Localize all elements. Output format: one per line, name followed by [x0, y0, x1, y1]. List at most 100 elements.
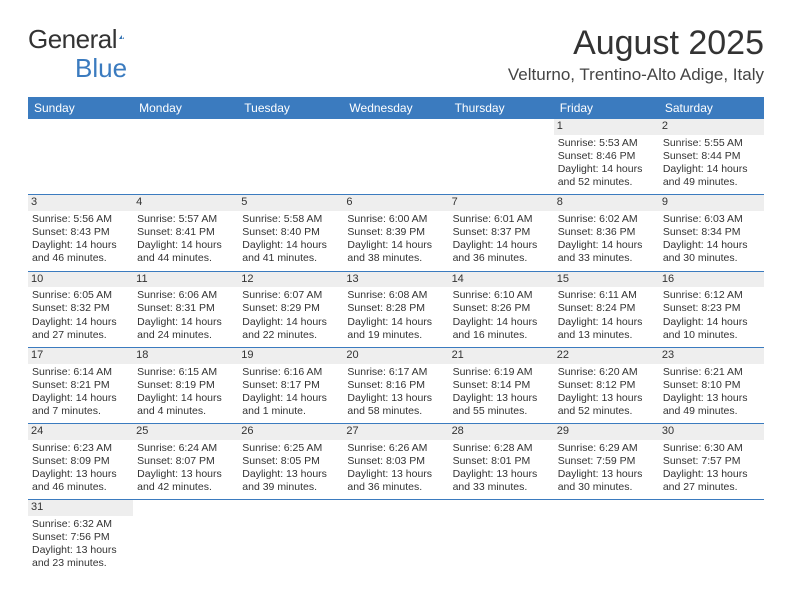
day-info: Sunrise: 6:30 AMSunset: 7:57 PMDaylight:…: [663, 442, 760, 495]
day-number: 9: [659, 195, 764, 211]
day-number: 22: [554, 348, 659, 364]
calendar-day-cell: 5 Sunrise: 5:58 AMSunset: 8:40 PMDaylight…: [238, 195, 343, 271]
calendar-day-cell: 15Sunrise: 6:11 AMSunset: 8:24 PMDayligh…: [554, 271, 659, 347]
day-info: Sunrise: 6:10 AMSunset: 8:26 PMDaylight:…: [453, 289, 550, 342]
day-info: Sunrise: 6:24 AMSunset: 8:07 PMDaylight:…: [137, 442, 234, 495]
logo-sail-icon: [119, 26, 124, 48]
weekday-header: Sunday: [28, 97, 133, 119]
logo-text-1: General: [28, 24, 117, 55]
calendar-day-cell: [449, 500, 554, 576]
day-info: Sunrise: 6:02 AMSunset: 8:36 PMDaylight:…: [558, 213, 655, 266]
header: General August 2025 Velturno, Trentino-A…: [28, 24, 764, 85]
calendar-day-cell: 8 Sunrise: 6:02 AMSunset: 8:36 PMDaylight…: [554, 195, 659, 271]
calendar-day-cell: 30Sunrise: 6:30 AMSunset: 7:57 PMDayligh…: [659, 424, 764, 500]
day-number: 31: [28, 500, 133, 516]
day-info: Sunrise: 6:03 AMSunset: 8:34 PMDaylight:…: [663, 213, 760, 266]
day-number: 16: [659, 272, 764, 288]
day-number: 4: [133, 195, 238, 211]
day-info: Sunrise: 6:29 AMSunset: 7:59 PMDaylight:…: [558, 442, 655, 495]
calendar-day-cell: 11Sunrise: 6:06 AMSunset: 8:31 PMDayligh…: [133, 271, 238, 347]
title-block: August 2025 Velturno, Trentino-Alto Adig…: [508, 24, 764, 85]
day-number: 7: [449, 195, 554, 211]
day-number: 29: [554, 424, 659, 440]
day-info: Sunrise: 6:00 AMSunset: 8:39 PMDaylight:…: [347, 213, 444, 266]
calendar-day-cell: [449, 119, 554, 195]
day-number: 28: [449, 424, 554, 440]
calendar-day-cell: 3Sunrise: 5:56 AMSunset: 8:43 PMDaylight…: [28, 195, 133, 271]
calendar-day-cell: [238, 500, 343, 576]
calendar-day-cell: 26 Sunrise: 6:25 AMSunset: 8:05 PMDayligh…: [238, 424, 343, 500]
day-number: 8: [554, 195, 659, 211]
weekday-header: Tuesday: [238, 97, 343, 119]
day-info: Sunrise: 6:26 AMSunset: 8:03 PMDaylight:…: [347, 442, 444, 495]
day-number: 19: [238, 348, 343, 364]
day-info: Sunrise: 6:14 AMSunset: 8:21 PMDaylight:…: [32, 366, 129, 419]
calendar-week-row: 31 Sunrise: 6:32 AMSunset: 7:56 PMDayligh…: [28, 500, 764, 576]
day-number: 25: [133, 424, 238, 440]
day-info: Sunrise: 6:16 AMSunset: 8:17 PMDaylight:…: [242, 366, 339, 419]
calendar-week-row: 3Sunrise: 5:56 AMSunset: 8:43 PMDaylight…: [28, 195, 764, 271]
day-info: Sunrise: 6:20 AMSunset: 8:12 PMDaylight:…: [558, 366, 655, 419]
day-info: Sunrise: 6:32 AMSunset: 7:56 PMDaylight:…: [32, 518, 129, 571]
calendar-day-cell: 24Sunrise: 6:23 AMSunset: 8:09 PMDayligh…: [28, 424, 133, 500]
day-info: Sunrise: 6:05 AMSunset: 8:32 PMDaylight:…: [32, 289, 129, 342]
weekday-header: Saturday: [659, 97, 764, 119]
logo: General: [28, 24, 145, 55]
day-info: Sunrise: 6:01 AMSunset: 8:37 PMDaylight:…: [453, 213, 550, 266]
day-number: 24: [28, 424, 133, 440]
logo-text-2: Blue: [75, 53, 127, 84]
calendar-day-cell: 18Sunrise: 6:15 AMSunset: 8:19 PMDayligh…: [133, 347, 238, 423]
day-number: 21: [449, 348, 554, 364]
day-info: Sunrise: 5:55 AMSunset: 8:44 PMDaylight:…: [663, 137, 760, 190]
day-info: Sunrise: 6:17 AMSunset: 8:16 PMDaylight:…: [347, 366, 444, 419]
calendar-day-cell: 28 Sunrise: 6:28 AMSunset: 8:01 PMDayligh…: [449, 424, 554, 500]
calendar-day-cell: 9 Sunrise: 6:03 AMSunset: 8:34 PMDaylight…: [659, 195, 764, 271]
day-info: Sunrise: 6:06 AMSunset: 8:31 PMDaylight:…: [137, 289, 234, 342]
calendar-day-cell: [133, 119, 238, 195]
weekday-header: Friday: [554, 97, 659, 119]
calendar-week-row: 24Sunrise: 6:23 AMSunset: 8:09 PMDayligh…: [28, 424, 764, 500]
day-number: 15: [554, 272, 659, 288]
calendar-day-cell: [133, 500, 238, 576]
calendar-day-cell: 6Sunrise: 6:00 AMSunset: 8:39 PMDaylight…: [343, 195, 448, 271]
calendar-day-cell: 7 Sunrise: 6:01 AMSunset: 8:37 PMDaylight…: [449, 195, 554, 271]
calendar-table: Sunday Monday Tuesday Wednesday Thursday…: [28, 97, 764, 576]
day-info: Sunrise: 5:57 AMSunset: 8:41 PMDaylight:…: [137, 213, 234, 266]
day-info: Sunrise: 5:56 AMSunset: 8:43 PMDaylight:…: [32, 213, 129, 266]
calendar-day-cell: 22 Sunrise: 6:20 AMSunset: 8:12 PMDayligh…: [554, 347, 659, 423]
day-info: Sunrise: 6:11 AMSunset: 8:24 PMDaylight:…: [558, 289, 655, 342]
calendar-day-cell: 4 Sunrise: 5:57 AMSunset: 8:41 PMDaylight…: [133, 195, 238, 271]
day-info: Sunrise: 6:25 AMSunset: 8:05 PMDaylight:…: [242, 442, 339, 495]
calendar-day-cell: 25 Sunrise: 6:24 AMSunset: 8:07 PMDayligh…: [133, 424, 238, 500]
day-info: Sunrise: 6:15 AMSunset: 8:19 PMDaylight:…: [137, 366, 234, 419]
calendar-day-cell: 12Sunrise: 6:07 AMSunset: 8:29 PMDayligh…: [238, 271, 343, 347]
calendar-day-cell: [659, 500, 764, 576]
calendar-day-cell: 19 Sunrise: 6:16 AMSunset: 8:17 PMDayligh…: [238, 347, 343, 423]
location-text: Velturno, Trentino-Alto Adige, Italy: [508, 65, 764, 85]
day-number: 11: [133, 272, 238, 288]
day-number: 12: [238, 272, 343, 288]
day-number: 27: [343, 424, 448, 440]
day-info: Sunrise: 6:07 AMSunset: 8:29 PMDaylight:…: [242, 289, 339, 342]
day-number: 5: [238, 195, 343, 211]
weekday-header: Monday: [133, 97, 238, 119]
calendar-day-cell: 10Sunrise: 6:05 AMSunset: 8:32 PMDayligh…: [28, 271, 133, 347]
day-info: Sunrise: 5:53 AMSunset: 8:46 PMDaylight:…: [558, 137, 655, 190]
day-number: 1: [554, 119, 659, 135]
calendar-day-cell: [343, 119, 448, 195]
day-info: Sunrise: 6:21 AMSunset: 8:10 PMDaylight:…: [663, 366, 760, 419]
calendar-day-cell: 16Sunrise: 6:12 AMSunset: 8:23 PMDayligh…: [659, 271, 764, 347]
day-info: Sunrise: 6:19 AMSunset: 8:14 PMDaylight:…: [453, 366, 550, 419]
day-info: Sunrise: 6:28 AMSunset: 8:01 PMDaylight:…: [453, 442, 550, 495]
calendar-day-cell: 2Sunrise: 5:55 AMSunset: 8:44 PMDaylight…: [659, 119, 764, 195]
day-info: Sunrise: 6:08 AMSunset: 8:28 PMDaylight:…: [347, 289, 444, 342]
day-number: 26: [238, 424, 343, 440]
calendar-day-cell: 20Sunrise: 6:17 AMSunset: 8:16 PMDayligh…: [343, 347, 448, 423]
day-info: Sunrise: 6:12 AMSunset: 8:23 PMDaylight:…: [663, 289, 760, 342]
day-number: 13: [343, 272, 448, 288]
calendar-day-cell: 21 Sunrise: 6:19 AMSunset: 8:14 PMDayligh…: [449, 347, 554, 423]
calendar-day-cell: 14Sunrise: 6:10 AMSunset: 8:26 PMDayligh…: [449, 271, 554, 347]
calendar-day-cell: 31 Sunrise: 6:32 AMSunset: 7:56 PMDayligh…: [28, 500, 133, 576]
day-info: Sunrise: 5:58 AMSunset: 8:40 PMDaylight:…: [242, 213, 339, 266]
calendar-day-cell: [28, 119, 133, 195]
